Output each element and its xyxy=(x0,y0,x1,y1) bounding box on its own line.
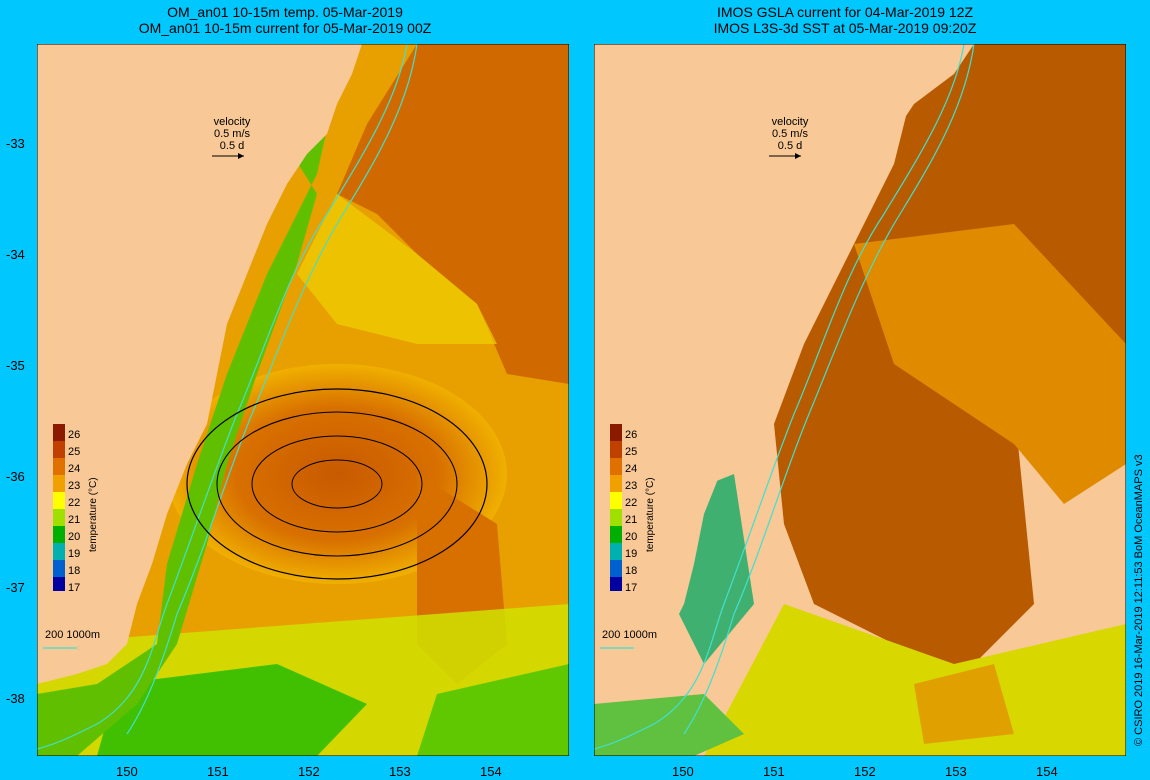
right-colorbar-label: temperature (°C) xyxy=(645,477,656,552)
x-tick-label: 154 xyxy=(1036,764,1058,779)
velocity-key-arrowhead-right xyxy=(795,153,801,159)
right-velocity-key: velocity 0.5 m/s 0.5 d xyxy=(771,116,809,152)
isobath-1000m-right xyxy=(594,44,965,750)
south-west-green-patch xyxy=(594,694,744,756)
right-map-svg xyxy=(594,44,1126,756)
right-title-line-1: IMOS GSLA current for 04-Mar-2019 12Z xyxy=(717,4,973,20)
warm-current-band xyxy=(337,44,569,384)
frontal-sst-region xyxy=(854,224,1126,504)
x-tick-label: 151 xyxy=(763,764,785,779)
southern-green-patch xyxy=(97,664,367,756)
left-colorbar xyxy=(53,424,65,591)
frontal-band xyxy=(297,194,497,344)
x-tick-label: 152 xyxy=(854,764,876,779)
y-tick-label: -35 xyxy=(6,358,25,373)
x-tick-label: 153 xyxy=(945,764,967,779)
right-isobath-label: 200 1000m xyxy=(602,629,658,641)
x-tick-label: 152 xyxy=(298,764,320,779)
right-panel-title: IMOS GSLA current for 04-Mar-2019 12Z IM… xyxy=(580,4,1110,36)
eddy-streamline-core xyxy=(291,459,383,509)
left-isobath-label: 200 1000m xyxy=(45,629,101,641)
x-tick-label: 154 xyxy=(480,764,502,779)
left-colorbar-label: temperature (°C) xyxy=(88,477,99,552)
left-velocity-key: velocity 0.5 m/s 0.5 d xyxy=(213,116,251,152)
isobath-1000m xyxy=(37,44,408,750)
x-tick-label: 153 xyxy=(389,764,411,779)
y-tick-label: -37 xyxy=(6,580,25,595)
y-tick-label: -33 xyxy=(6,136,25,151)
left-title-line-2: OM_an01 10-15m current for 05-Mar-2019 0… xyxy=(138,20,432,36)
x-tick-label: 150 xyxy=(672,764,694,779)
isobath-200m-right xyxy=(683,44,975,735)
credit-text: © CSIRO 2019 16-Mar-2019 12:11:53 BoM Oc… xyxy=(1133,454,1145,746)
left-panel-title: OM_an01 10-15m temp. 05-Mar-2019 OM_an01… xyxy=(20,4,550,36)
x-tick-label: 150 xyxy=(116,764,138,779)
right-title-line-2: IMOS L3S-3d SST at 05-Mar-2019 09:20Z xyxy=(713,20,977,36)
south-east-green-patch xyxy=(417,664,569,756)
land-mass xyxy=(37,44,362,684)
right-colorbar xyxy=(610,424,622,591)
left-title-line-1: OM_an01 10-15m temp. 05-Mar-2019 xyxy=(167,4,403,20)
right-map-panel xyxy=(594,44,1126,756)
y-tick-label: -36 xyxy=(6,469,25,484)
velocity-key-arrowhead xyxy=(238,153,244,159)
x-tick-label: 151 xyxy=(207,764,229,779)
eddy-streamline-mid xyxy=(216,411,458,557)
y-tick-label: -38 xyxy=(6,691,25,706)
eddy-streamline-inner xyxy=(251,435,423,533)
southern-sst-region xyxy=(704,604,1126,756)
land-mass-right xyxy=(594,44,974,674)
left-map-svg xyxy=(37,44,569,756)
left-map-panel xyxy=(37,44,569,756)
eddy-streamline-outer xyxy=(186,388,488,580)
isobath-200m xyxy=(126,44,418,735)
y-tick-label: -34 xyxy=(6,247,25,262)
south-warm-patch xyxy=(914,664,1014,744)
